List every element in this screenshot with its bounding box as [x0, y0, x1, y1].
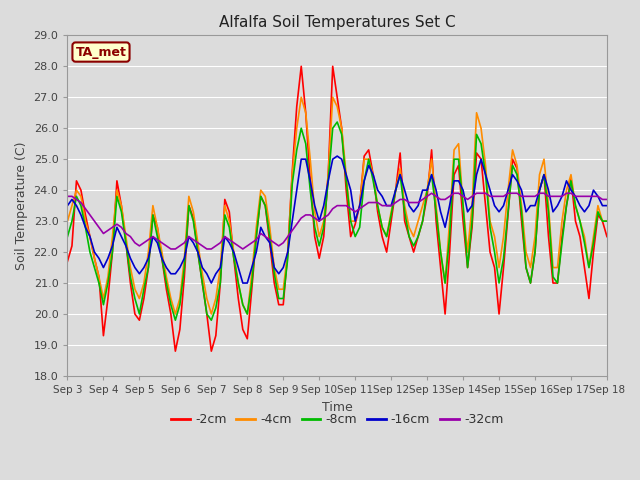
-2cm: [603, 234, 611, 240]
-4cm: [302, 110, 310, 116]
Text: TA_met: TA_met: [76, 46, 127, 59]
-16cm: [189, 240, 197, 246]
-16cm: [298, 156, 305, 162]
-16cm: [207, 280, 215, 286]
-32cm: [428, 191, 435, 196]
-4cm: [194, 240, 202, 246]
Line: -32cm: -32cm: [67, 193, 607, 249]
-16cm: [436, 209, 444, 215]
-2cm: [63, 259, 71, 264]
-8cm: [333, 119, 341, 125]
-16cm: [603, 203, 611, 208]
-8cm: [118, 209, 125, 215]
-2cm: [576, 234, 584, 240]
Line: -4cm: -4cm: [67, 97, 607, 314]
-32cm: [63, 193, 71, 199]
-2cm: [172, 348, 179, 354]
-16cm: [410, 209, 417, 215]
-32cm: [298, 215, 305, 221]
-8cm: [298, 125, 305, 131]
-2cm: [410, 249, 417, 255]
-8cm: [410, 243, 417, 249]
X-axis label: Time: Time: [322, 400, 353, 413]
-32cm: [603, 196, 611, 202]
-8cm: [194, 249, 202, 255]
Line: -16cm: -16cm: [67, 156, 607, 283]
-2cm: [302, 110, 310, 116]
-32cm: [405, 200, 413, 205]
-16cm: [63, 203, 71, 208]
-32cm: [167, 246, 175, 252]
-32cm: [194, 240, 202, 246]
-32cm: [436, 196, 444, 202]
-4cm: [63, 218, 71, 224]
-2cm: [436, 264, 444, 270]
-4cm: [172, 311, 179, 317]
Line: -2cm: -2cm: [67, 66, 607, 351]
-32cm: [576, 193, 584, 199]
-4cm: [603, 218, 611, 224]
-4cm: [118, 203, 125, 208]
Legend: -2cm, -4cm, -8cm, -16cm, -32cm: -2cm, -4cm, -8cm, -16cm, -32cm: [166, 408, 508, 431]
-16cm: [333, 153, 341, 159]
-8cm: [436, 249, 444, 255]
-8cm: [603, 218, 611, 224]
-4cm: [576, 218, 584, 224]
-8cm: [576, 218, 584, 224]
-2cm: [194, 249, 202, 255]
-8cm: [172, 317, 179, 323]
-4cm: [298, 95, 305, 100]
-8cm: [63, 234, 71, 240]
Title: Alfalfa Soil Temperatures Set C: Alfalfa Soil Temperatures Set C: [219, 15, 456, 30]
Line: -8cm: -8cm: [67, 122, 607, 320]
-16cm: [118, 234, 125, 240]
-16cm: [576, 203, 584, 208]
-2cm: [298, 63, 305, 69]
-2cm: [118, 203, 125, 208]
-4cm: [436, 249, 444, 255]
-4cm: [410, 234, 417, 240]
-32cm: [118, 225, 125, 230]
Y-axis label: Soil Temperature (C): Soil Temperature (C): [15, 142, 28, 270]
